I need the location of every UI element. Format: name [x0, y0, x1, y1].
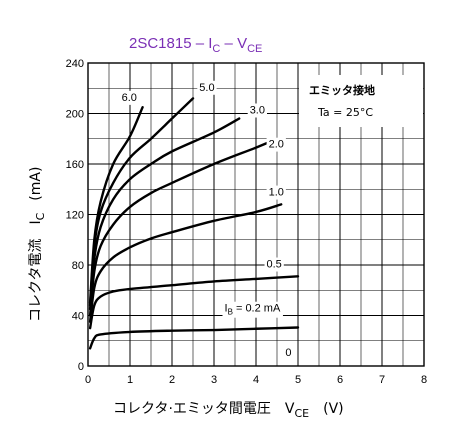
x-axis-label: コレクタ·エミッタ間電圧 VCE (V) — [113, 401, 344, 420]
chart-title-part: 2SC1815 — [129, 35, 192, 52]
x-tick-label: 5 — [295, 374, 301, 386]
annotation-line1: エミッタ接地 — [309, 83, 375, 97]
chart-title-v-sub: CE — [247, 43, 262, 55]
series-curve — [88, 275, 300, 330]
series-label: 5.0 — [199, 82, 214, 94]
x-tick-label: 3 — [211, 374, 217, 386]
series-curve — [88, 326, 300, 350]
series-label-bg — [247, 103, 267, 118]
x-ticks: 0 1 2 3 4 5 6 7 8 — [85, 374, 427, 386]
curves: 0 IB = 0.2 mA 0.5 1.0 2.0 3.0 5.0 6.0 — [88, 80, 300, 360]
series-curve — [88, 203, 283, 324]
series-label: 1.0 — [269, 187, 284, 199]
series-label-bg — [119, 90, 139, 105]
series-label-bg — [283, 345, 294, 360]
chart-title-i: I — [208, 35, 212, 52]
series-curve — [88, 97, 195, 307]
y-tick-label: 200 — [66, 109, 84, 121]
x-tick-label: 6 — [337, 374, 343, 386]
series-label: 2.0 — [269, 139, 284, 151]
y-tick-label: 0 — [78, 361, 84, 373]
series-label-bg — [197, 80, 217, 95]
chart-title-i-sub: C — [212, 43, 220, 55]
series-label: 6.0 — [122, 92, 137, 104]
x-tick-label: 8 — [421, 374, 427, 386]
series-label: 0 — [285, 347, 291, 359]
y-tick-label: 80 — [72, 260, 84, 272]
series-label-bg — [222, 301, 283, 318]
y-tick-label: 40 — [72, 311, 84, 323]
series-label-bg — [264, 257, 284, 272]
series-curve — [88, 105, 144, 305]
x-tick-label: 1 — [127, 374, 133, 386]
chart-title-v: V — [237, 35, 247, 52]
series-label: IB = 0.2 mA — [225, 303, 281, 317]
y-tick-label: 160 — [66, 159, 84, 171]
series-label: 0.5 — [267, 259, 282, 271]
chart-title: 2SC1815 – IC – VCE — [129, 35, 262, 55]
series-curve — [88, 117, 241, 311]
y-tick-label: 240 — [66, 58, 84, 70]
annotation-box — [299, 75, 423, 127]
annotation-line2: Ta = 25°C — [317, 106, 373, 119]
x-tick-label: 2 — [169, 374, 175, 386]
series-label: 3.0 — [250, 105, 265, 117]
series-label-bg — [266, 137, 286, 152]
x-tick-label: 4 — [253, 374, 259, 386]
plot-frame — [87, 62, 425, 367]
y-tick-label: 120 — [66, 210, 84, 222]
x-tick-label: 0 — [85, 374, 91, 386]
y-ticks: 0 40 80 120 160 200 240 — [66, 58, 84, 373]
x-tick-label: 7 — [379, 374, 385, 386]
series-curve — [88, 137, 279, 317]
y-axis-label: コレクタ電流 IC(mA) — [28, 167, 47, 322]
series-label-bg — [266, 185, 286, 200]
